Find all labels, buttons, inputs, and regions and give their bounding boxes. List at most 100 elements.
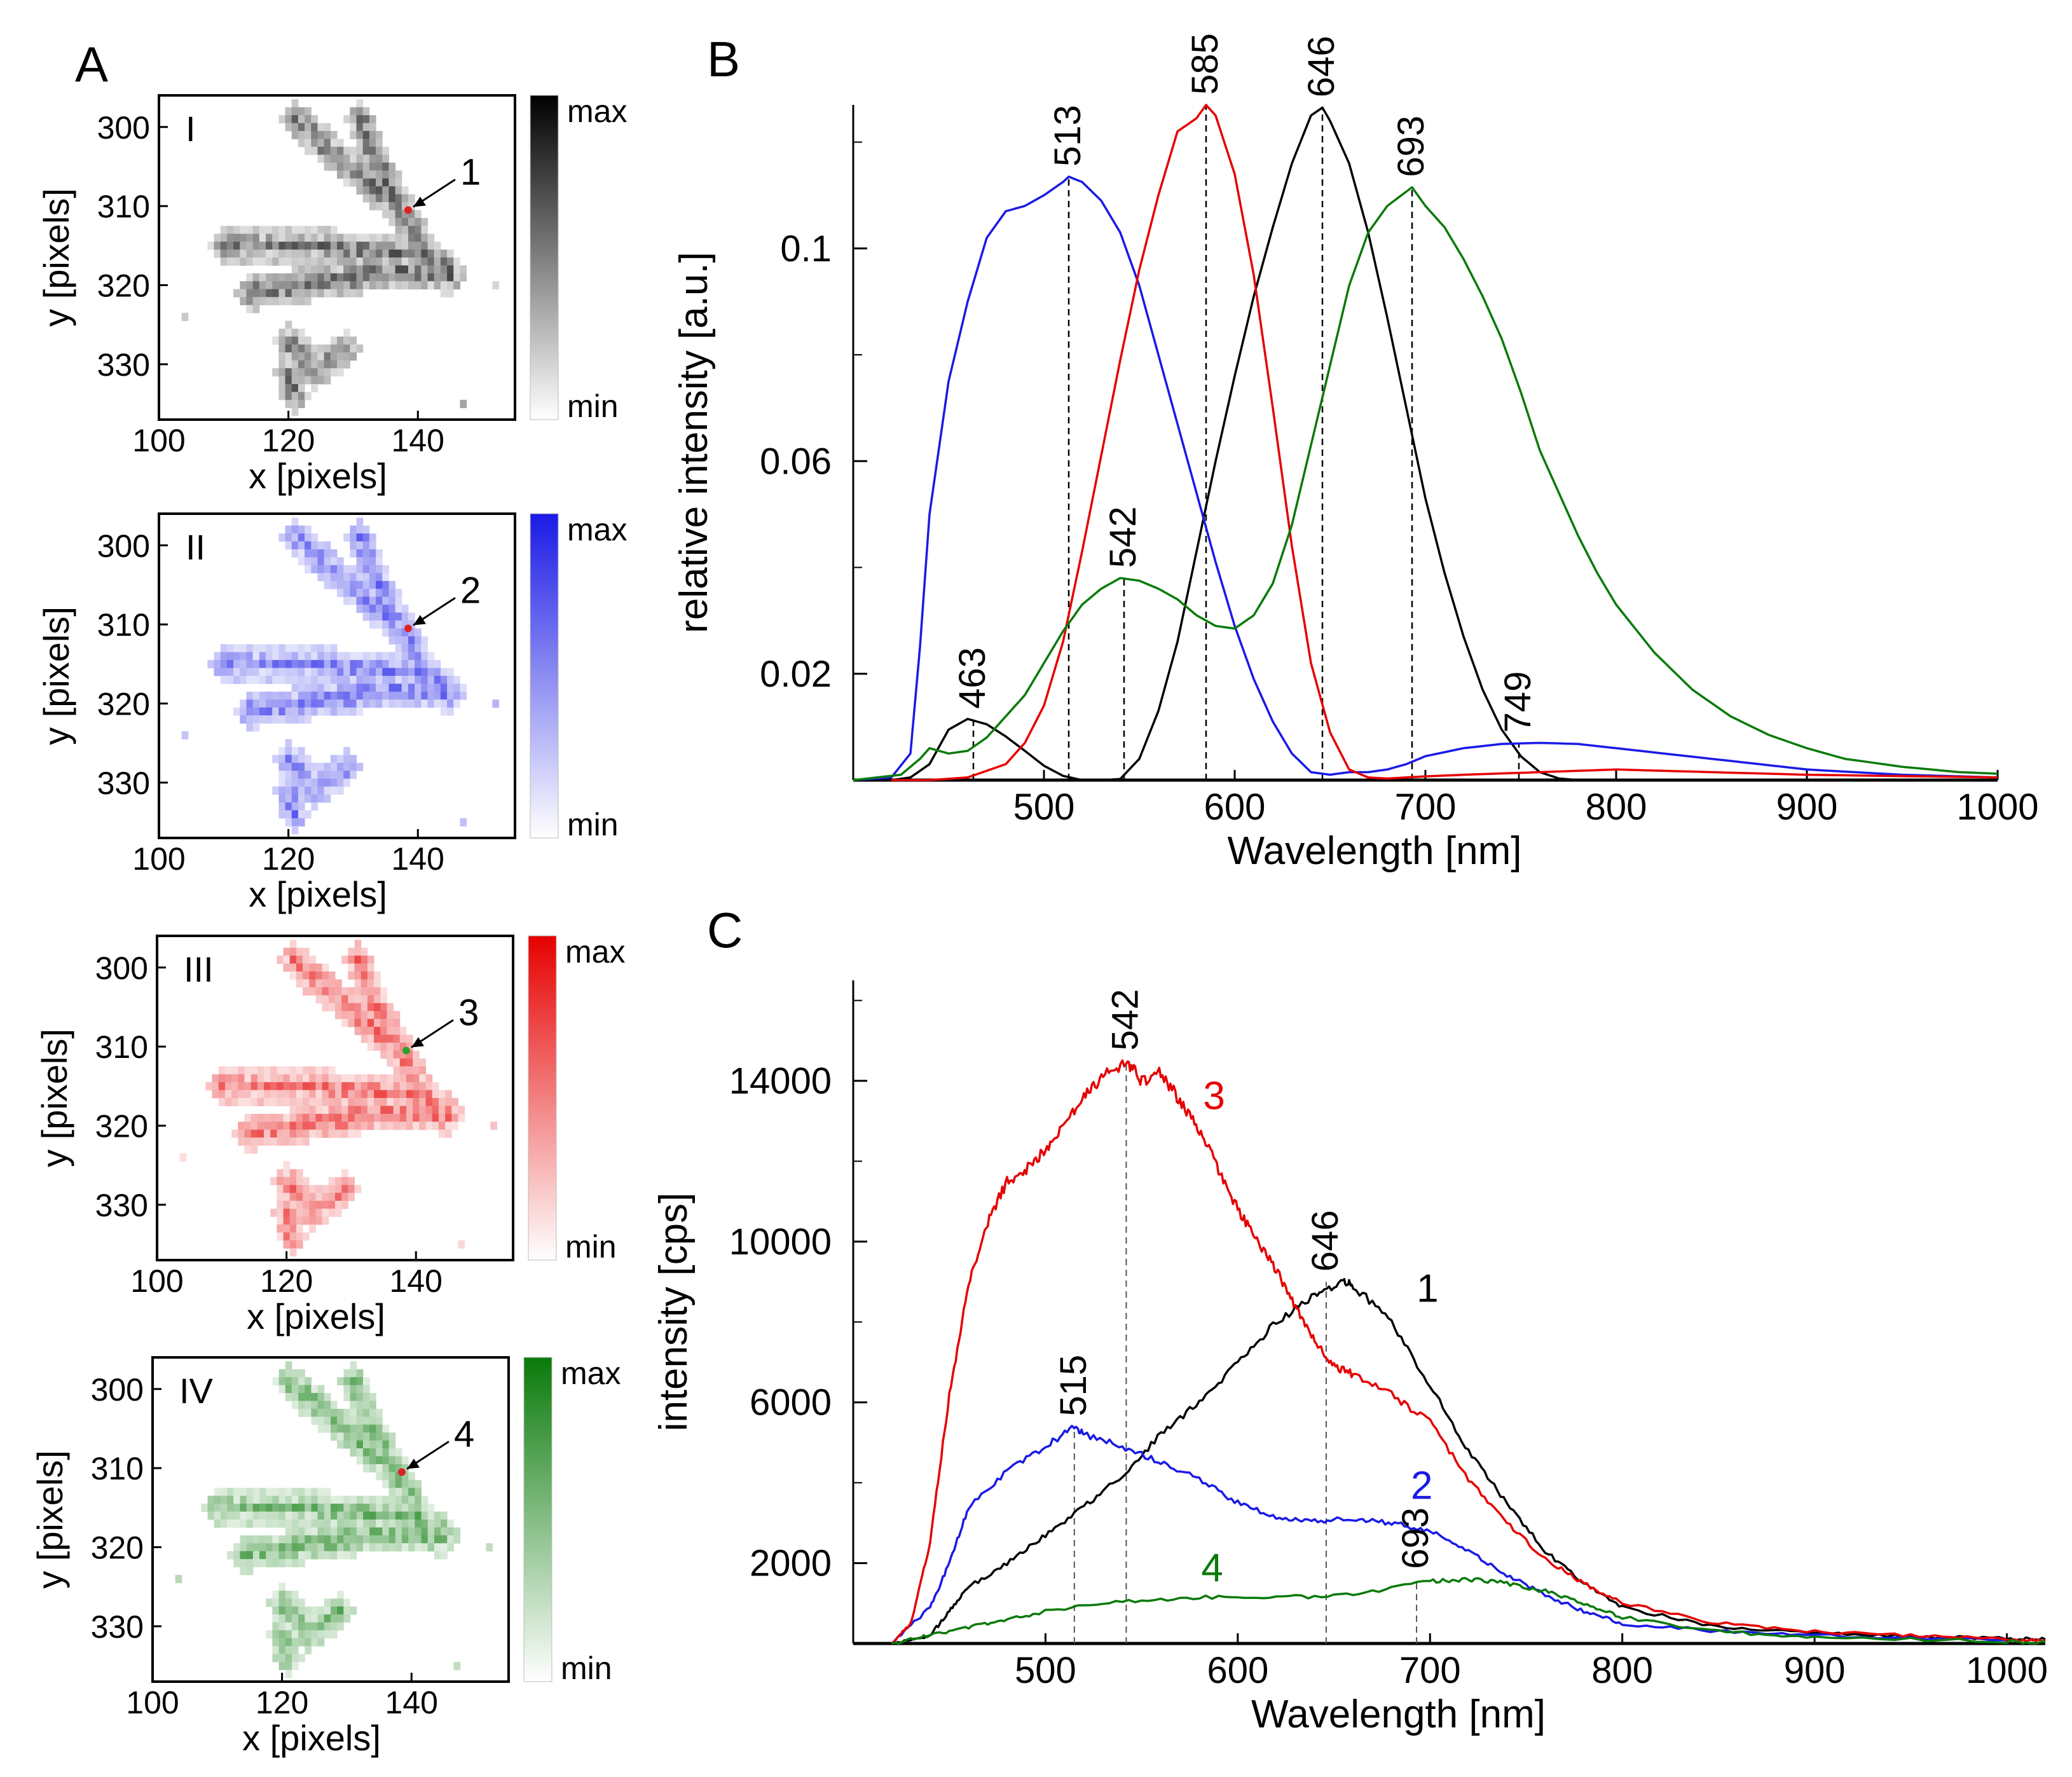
map-pixel [296, 1129, 303, 1138]
map-pixel [350, 1440, 357, 1449]
map-pixel [317, 265, 325, 274]
map-pixel [393, 1019, 401, 1027]
map-pixel [408, 210, 415, 219]
map-pixel [350, 565, 357, 573]
map-pixel [315, 1216, 323, 1225]
map-pixel [388, 1448, 396, 1457]
map-pixel [350, 178, 357, 187]
map-pixel [324, 660, 331, 669]
map-pixel [362, 668, 370, 676]
map-pixel [362, 1385, 370, 1394]
map-pixel [348, 1129, 355, 1138]
map-pixel [285, 1551, 292, 1560]
map-pixel [343, 1432, 351, 1441]
map-pixel [252, 233, 260, 242]
map-pixel [376, 549, 383, 558]
map-pixel [285, 1527, 292, 1536]
map-pixel [311, 368, 318, 377]
map-pixel [419, 1113, 427, 1122]
map-pixel [266, 676, 273, 684]
map-pixel [278, 1661, 286, 1670]
map-pixel [350, 1535, 357, 1544]
map-pixel [324, 668, 331, 676]
map-pixel [382, 699, 389, 708]
map-pixel [382, 1440, 390, 1449]
map-pixel [402, 1495, 409, 1504]
map-pixel [393, 1058, 401, 1067]
map-pixel [330, 557, 338, 566]
map-pixel [376, 1440, 383, 1449]
map-pixel [289, 940, 297, 949]
map-pixel [324, 281, 331, 290]
peak-label: 542 [1102, 506, 1144, 568]
map-pixel [305, 115, 312, 124]
map-pixel [427, 265, 435, 274]
map-pixel [317, 257, 325, 266]
map-pixel [324, 778, 331, 787]
map-pixel [350, 281, 357, 290]
map-pixel [240, 1551, 247, 1560]
colorbar [530, 95, 559, 420]
map-pixel [401, 257, 409, 266]
map-pixel [270, 1082, 277, 1091]
map-pixel [350, 1495, 357, 1504]
map-pixel [380, 1082, 387, 1091]
map-pixel [415, 1495, 422, 1504]
map-pixel [445, 1113, 452, 1122]
map-pixel [330, 130, 338, 139]
map-pixel [362, 146, 370, 155]
map-pixel [291, 344, 299, 353]
map-pixel [388, 210, 396, 219]
curve-label: 2 [1411, 1464, 1432, 1507]
map-pixel [337, 1535, 344, 1544]
y-axis-title: relative intensity [a.u.] [672, 252, 716, 633]
map-pixel [311, 557, 318, 566]
map-pixel [374, 979, 381, 988]
map-pixel [315, 1082, 323, 1091]
map-pixel [421, 1543, 429, 1552]
map-pixel [395, 217, 402, 226]
map-pixel [315, 1098, 323, 1106]
map-pixel [298, 1377, 305, 1386]
map-pixel [362, 533, 370, 542]
map-pixel [317, 344, 325, 353]
map-pixel [432, 1122, 439, 1130]
map-pixel [335, 1074, 342, 1083]
map-pixel [291, 376, 299, 385]
map-pixel [393, 1074, 401, 1083]
map-pixel [309, 1098, 316, 1106]
map-pixel [376, 652, 383, 661]
map-pixel [311, 130, 318, 139]
map-pixel [291, 130, 299, 139]
map-pixel [380, 1098, 387, 1106]
map-pixel [354, 1019, 362, 1027]
map-pixel [296, 1225, 303, 1233]
map-pixel [278, 328, 286, 337]
map-pixel [343, 265, 350, 274]
map-pixel [291, 1661, 299, 1670]
map-pixel [305, 123, 312, 132]
map-pixel [252, 691, 260, 700]
map-pixel [421, 683, 429, 692]
map-pixel [305, 683, 312, 692]
map-pixel [399, 1122, 407, 1130]
map-pixel [305, 1543, 312, 1552]
map-pixel [382, 573, 389, 582]
map-pixel [421, 660, 429, 669]
map-pixel [408, 620, 415, 629]
map-pixel [233, 660, 240, 669]
map-pixel [330, 344, 338, 353]
map-pixel [214, 1488, 221, 1497]
map-pixel [350, 691, 357, 700]
map-pixel [427, 249, 435, 258]
map-pixel [350, 1385, 357, 1394]
map-pixel [220, 1495, 228, 1504]
map-pixel [257, 1090, 264, 1099]
map-pixel [369, 115, 376, 124]
map-pixel [309, 1090, 316, 1099]
x-tick-label: 120 [260, 1263, 313, 1299]
map-pixel [367, 1027, 374, 1035]
map-pixel [181, 731, 189, 740]
